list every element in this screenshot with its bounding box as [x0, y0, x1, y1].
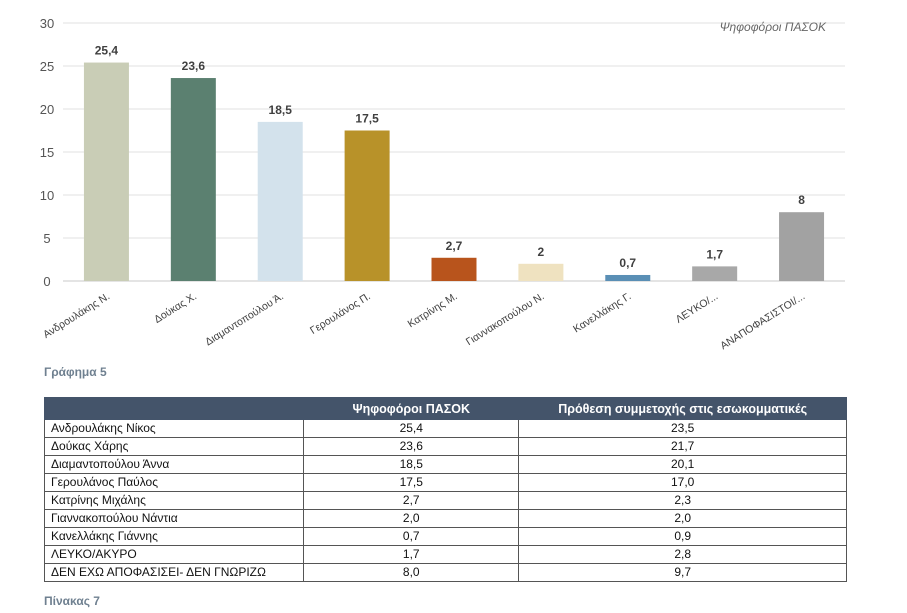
table-header-row: Ψηφοφόροι ΠΑΣΟΚ Πρόθεση συμμετοχής στις …: [43, 397, 847, 420]
table-cell-name: Γερουλάνος Παύλος: [43, 473, 305, 492]
bar: [605, 274, 651, 281]
table-cell-intention: 0,9: [518, 527, 847, 546]
table-cell-name: Γιαννακοπούλου Νάντια: [43, 509, 305, 528]
bar-chart: 0 5 10 15 20 25 30 25,4 23,6 18,5 17,5 2,7 2 0,7 1,7 8…: [40, 16, 845, 352]
table-row: Διαμαντοπούλου Άννα 18,5 20,1: [43, 455, 847, 474]
x-axis-tick-labels: Ανδρουλάκης Ν. Δούκας Χ. Διαμαντοπούλου Ά.…: [41, 290, 807, 352]
table-cell-intention: 2,0: [518, 509, 847, 528]
x-tick-label: Κατρίνης Μ.: [406, 290, 460, 330]
x-tick-label: Γερουλάνος Π.: [308, 290, 373, 337]
x-tick-label: ΑΝΑΠΟΦΑΣΙΣΤΟΙ/...: [718, 290, 807, 352]
bar-value-label: 2: [538, 245, 545, 259]
table-cell-voters: 23,6: [303, 437, 520, 456]
table-cell-name: Κατρίνης Μιχάλης: [43, 491, 305, 510]
chart-legend-note: Ψηφοφόροι ΠΑΣΟΚ: [720, 20, 827, 34]
y-axis-tick-labels: 0 5 10 15 20 25 30: [40, 16, 54, 289]
bar: [170, 78, 216, 281]
y-tick-label: 25: [40, 59, 54, 74]
x-tick-label: Γιαννακοπούλου Ν.: [464, 290, 547, 348]
results-table: Ψηφοφόροι ΠΑΣΟΚ Πρόθεση συμμετοχής στις …: [43, 397, 847, 582]
table-header-name: [43, 397, 305, 420]
x-tick-label: Διαμαντοπούλου Ά.: [203, 290, 286, 348]
table-cell-name: ΔΕΝ ΕΧΩ ΑΠΟΦΑΣΙΣΕΙ- ΔΕΝ ΓΝΩΡΙΖΩ: [43, 563, 305, 582]
bar: [83, 62, 129, 282]
table-cell-intention: 23,5: [518, 419, 847, 438]
table-cell-voters: 0,7: [303, 527, 520, 546]
table-cell-intention: 17,0: [518, 473, 847, 492]
table-header-intention: Πρόθεση συμμετοχής στις εσωκομματικές: [518, 397, 847, 420]
table-cell-voters: 25,4: [303, 419, 520, 438]
bar-value-labels: 25,4 23,6 18,5 17,5 2,7 2 0,7 1,7 8: [95, 44, 805, 270]
chart-bars: [83, 62, 825, 282]
table-body: Ανδρουλάκης Νίκος 25,4 23,5 Δούκας Χάρης 23,…: [43, 419, 847, 582]
table-cell-name: Δούκας Χάρης: [43, 437, 305, 456]
table-row: Δούκας Χάρης 23,6 21,7: [43, 437, 847, 456]
table-header-voters: Ψηφοφόροι ΠΑΣΟΚ: [303, 397, 520, 420]
bar-value-label: 1,7: [706, 247, 723, 261]
bar-value-label: 8: [798, 193, 805, 207]
table-cell-name: Κανελλάκης Γιάννης: [43, 527, 305, 546]
bar-value-label: 25,4: [95, 44, 119, 58]
table-cell-voters: 2,0: [303, 509, 520, 528]
table-cell-intention: 9,7: [518, 563, 847, 582]
table-cell-voters: 18,5: [303, 455, 520, 474]
y-tick-label: 10: [40, 188, 54, 203]
y-tick-label: 15: [40, 145, 54, 160]
y-tick-label: 30: [40, 16, 54, 31]
bar: [257, 121, 303, 282]
table-row: ΔΕΝ ΕΧΩ ΑΠΟΦΑΣΙΣΕΙ- ΔΕΝ ΓΝΩΡΙΖΩ 8,0 9,7: [43, 563, 847, 582]
table-cell-voters: 1,7: [303, 545, 520, 564]
bar-value-label: 18,5: [269, 103, 293, 117]
table-row: Κανελλάκης Γιάννης 0,7 0,9: [43, 527, 847, 546]
x-tick-label: Κανελλάκης Γ.: [571, 290, 633, 335]
table-row: ΛΕΥΚΟ/ΑΚΥΡΟ 1,7 2,8: [43, 545, 847, 564]
table-cell-intention: 21,7: [518, 437, 847, 456]
table-cell-voters: 8,0: [303, 563, 520, 582]
table-cell-intention: 2,3: [518, 491, 847, 510]
bar-value-label: 23,6: [182, 59, 206, 73]
bar-value-label: 2,7: [446, 239, 463, 253]
x-tick-label: ΛΕΥΚΟ/...: [674, 290, 721, 325]
y-tick-label: 0: [43, 274, 50, 289]
table-caption: Πίνακας 7: [44, 594, 100, 608]
chart-caption: Γράφημα 5: [44, 365, 107, 379]
bar-value-label: 17,5: [355, 112, 379, 126]
table-row: Γερουλάνος Παύλος 17,5 17,0: [43, 473, 847, 492]
table-cell-intention: 20,1: [518, 455, 847, 474]
table-row: Γιαννακοπούλου Νάντια 2,0 2,0: [43, 509, 847, 528]
table-cell-name: Ανδρουλάκης Νίκος: [43, 419, 305, 438]
table-cell-voters: 2,7: [303, 491, 520, 510]
table-row: Κατρίνης Μιχάλης 2,7 2,3: [43, 491, 847, 510]
y-tick-label: 5: [43, 231, 50, 246]
bar: [344, 130, 390, 281]
table-cell-name: ΛΕΥΚΟ/ΑΚΥΡΟ: [43, 545, 305, 564]
y-tick-label: 20: [40, 102, 54, 117]
x-tick-label: Δούκας Χ.: [152, 290, 199, 325]
x-tick-label: Ανδρουλάκης Ν.: [41, 290, 112, 341]
table-cell-intention: 2,8: [518, 545, 847, 564]
bar: [692, 266, 738, 281]
bar: [518, 263, 564, 281]
table-row: Ανδρουλάκης Νίκος 25,4 23,5: [43, 419, 847, 438]
bar-value-label: 0,7: [619, 256, 636, 270]
bar: [779, 212, 825, 281]
table-cell-name: Διαμαντοπούλου Άννα: [43, 455, 305, 474]
table-cell-voters: 17,5: [303, 473, 520, 492]
bar: [431, 257, 477, 281]
